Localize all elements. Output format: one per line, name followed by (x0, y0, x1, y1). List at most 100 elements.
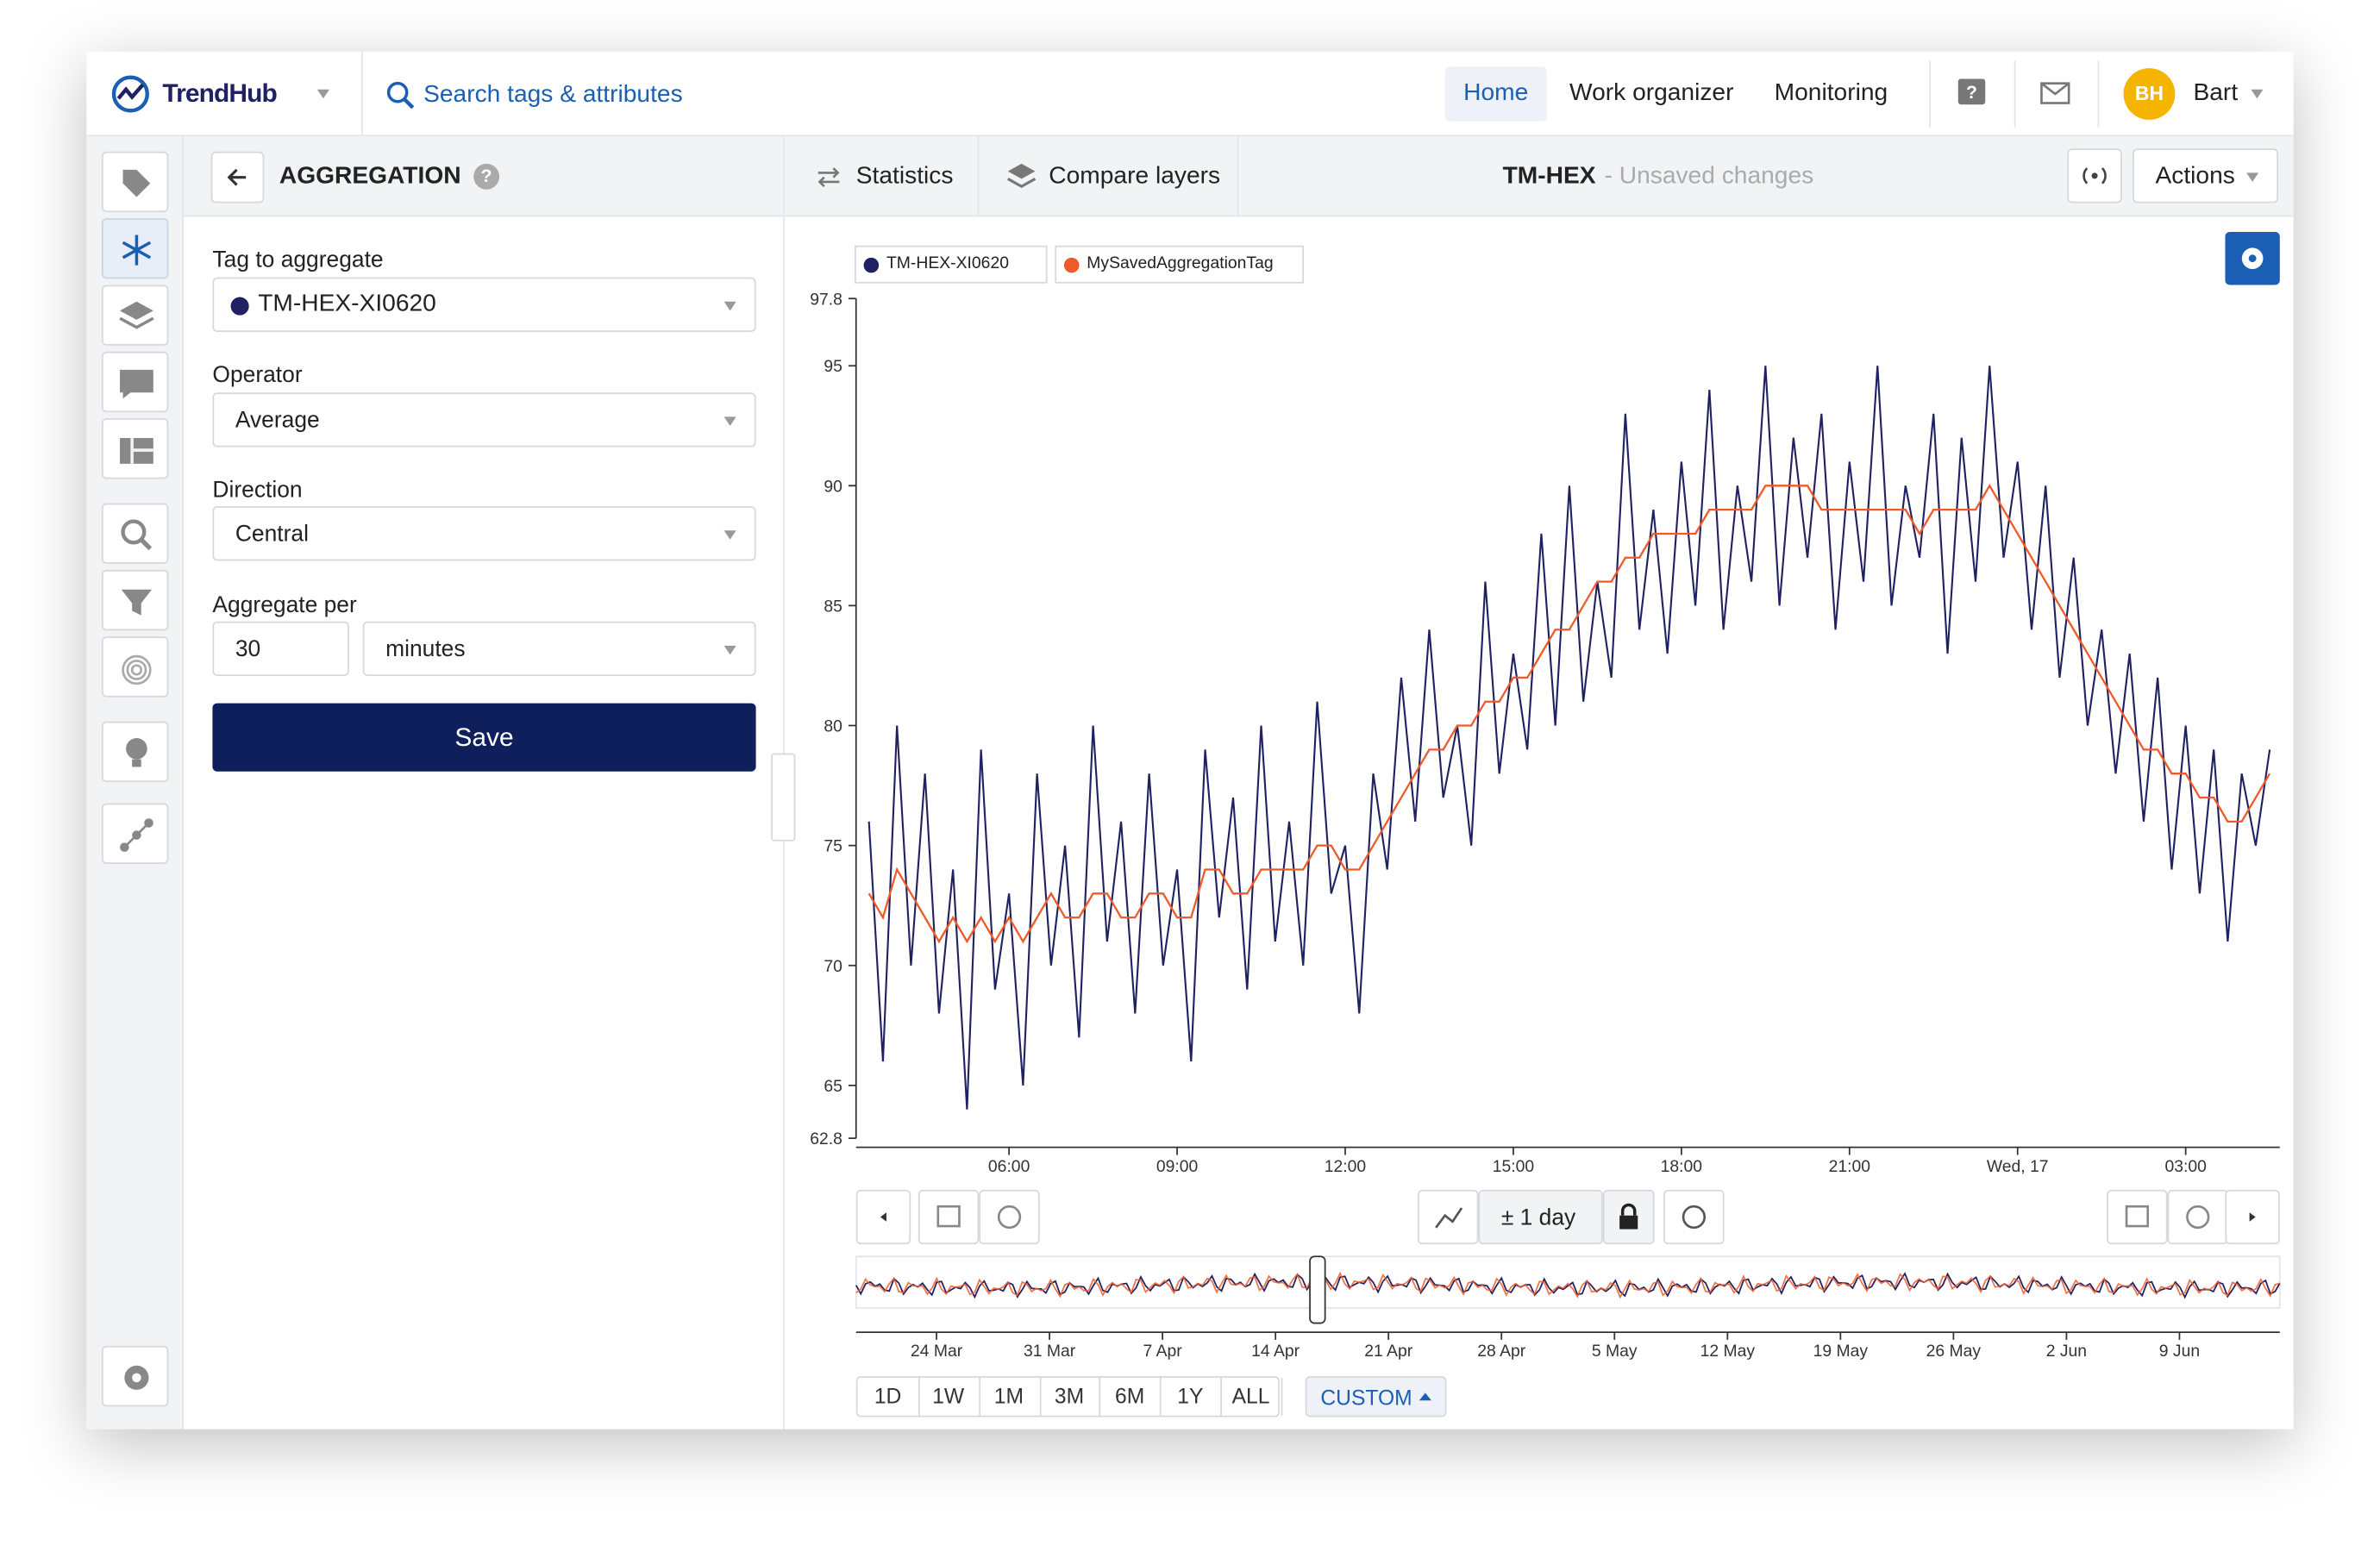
y-tick-label: 97.8 (810, 290, 842, 309)
navigator-label: 26 May (1926, 1342, 1982, 1360)
user-caret[interactable] (2251, 89, 2264, 99)
divider (1929, 60, 1931, 128)
direction-select[interactable]: Central (212, 506, 756, 561)
legend-item[interactable]: TM-HEX-XI0620 (854, 245, 1048, 284)
layers-button[interactable] (101, 285, 169, 346)
navigator-line (855, 1271, 2281, 1299)
y-tick-label: 62.8 (810, 1130, 842, 1148)
lock-button[interactable] (1602, 1189, 1655, 1245)
nav-link[interactable]: Monitoring (1774, 80, 1888, 107)
legend-swatch (1063, 257, 1080, 273)
navigator-label: 21 Apr (1364, 1342, 1412, 1360)
view-status: - Unsaved changes (1604, 163, 1814, 190)
date-button[interactable] (2107, 1189, 2168, 1245)
divider (2097, 60, 2100, 128)
avatar[interactable]: BH (2123, 68, 2176, 120)
resize-handle[interactable] (771, 753, 796, 842)
search-button[interactable] (101, 503, 169, 564)
help-icon[interactable]: ? (1957, 78, 1986, 109)
range-button[interactable]: 3M (1039, 1377, 1101, 1416)
y-tick-label: 80 (824, 717, 842, 736)
input-value: 30 (235, 636, 261, 663)
custom-range[interactable]: CUSTOM (1305, 1376, 1447, 1417)
y-tick-label: 70 (824, 957, 842, 976)
unit-select[interactable]: minutes (362, 621, 756, 676)
navigator-label: 5 May (1592, 1342, 1638, 1360)
legend-item[interactable]: MySavedAggregationTag (1055, 245, 1305, 284)
save-button[interactable]: Save (212, 703, 756, 772)
user-name[interactable]: Bart (2193, 80, 2239, 107)
field-label: Operator (212, 362, 303, 388)
tag-select[interactable]: TM-HEX-XI0620 (212, 277, 756, 332)
range-button[interactable]: 6M (1099, 1377, 1162, 1416)
x-tick-label: 03:00 (2164, 1157, 2206, 1176)
range-button[interactable]: 1Y (1160, 1377, 1223, 1416)
dashboard-button[interactable] (101, 418, 169, 479)
tags-button[interactable] (101, 151, 169, 213)
filter-button[interactable] (101, 569, 169, 631)
range-button[interactable]: 1D (858, 1377, 920, 1416)
history-button[interactable] (1663, 1189, 1725, 1245)
brand-caret[interactable] (316, 89, 329, 99)
navigator-label: 7 Apr (1143, 1342, 1183, 1360)
pattern-button[interactable] (101, 803, 169, 864)
navigator[interactable]: 24 Mar 31 Mar 7 Apr 14 Apr 21 Apr 28 Apr 5 May… (783, 1254, 2293, 1360)
view-name: TM-HEX (1502, 163, 1596, 190)
aggregation-button[interactable] (101, 218, 169, 279)
navigator-label: 31 Mar (1024, 1342, 1076, 1360)
panel-header: AGGREGATION ? (183, 136, 784, 217)
time-button[interactable] (2167, 1189, 2228, 1245)
legend-swatch (863, 257, 880, 273)
field-label: Direction (212, 477, 303, 504)
back-button[interactable] (210, 151, 265, 203)
range-button[interactable]: 1M (979, 1377, 1041, 1416)
y-tick-label: 75 (824, 837, 842, 856)
panel-title: AGGREGATION (279, 163, 461, 190)
navigator-label: 19 May (1813, 1342, 1869, 1360)
divider (1237, 136, 1239, 217)
range-button[interactable]: 1W (918, 1377, 980, 1416)
chart-settings-button[interactable] (2225, 231, 2280, 285)
divider (977, 136, 980, 217)
chart-type-button[interactable] (1418, 1189, 1479, 1245)
amount-input[interactable]: 30 (212, 621, 349, 676)
field-label: Tag to aggregate (212, 247, 384, 273)
window-button[interactable]: ± 1 day (1478, 1189, 1603, 1245)
actions-button[interactable]: Actions (2133, 148, 2279, 203)
date-button[interactable] (918, 1189, 980, 1245)
nav-link[interactable]: Work organizer (1569, 80, 1734, 107)
select-value: Average (235, 407, 320, 434)
legend-label: MySavedAggregationTag (1087, 254, 1274, 273)
prev-button[interactable] (855, 1189, 911, 1245)
custom-label: CUSTOM (1320, 1385, 1412, 1410)
time-button[interactable] (979, 1189, 1040, 1245)
search-box[interactable]: Search tags & attributes (423, 81, 683, 108)
select-value: TM-HEX-XI0620 (258, 291, 436, 317)
x-tick-label: 12:00 (1325, 1157, 1366, 1176)
next-button[interactable] (2225, 1189, 2280, 1245)
compare-tab[interactable]: Compare layers (1049, 163, 1221, 190)
mail-icon[interactable] (2040, 82, 2070, 106)
range-button[interactable]: ALL (1220, 1377, 1283, 1416)
operator-select[interactable]: Average (212, 392, 756, 447)
y-tick-label: 95 (824, 357, 842, 376)
insights-button[interactable] (101, 721, 169, 783)
range-buttons: 1D 1W 1M 3M 6M 1Y ALL (855, 1376, 1283, 1417)
help-icon[interactable]: ? (473, 163, 500, 190)
statistics-tab[interactable]: Statistics (855, 163, 954, 190)
plot: 62.8 65 70 75 80 85 90 95 97.8 06:00 09:00 12:00 15:… (810, 290, 2280, 1176)
settings-button[interactable] (101, 1345, 169, 1407)
actions-label: Actions (2155, 163, 2235, 190)
svg-text:?: ? (1966, 83, 1977, 103)
nav-home[interactable]: Home (1444, 66, 1547, 122)
y-tick-label: 65 (824, 1077, 842, 1096)
top-bar: TrendHub Search tags & attributes Home W… (86, 51, 2294, 137)
live-button[interactable] (2067, 148, 2122, 203)
fingerprint-button[interactable] (101, 636, 169, 698)
navigator-label: 24 Mar (911, 1342, 963, 1360)
logo (111, 75, 149, 113)
x-tick-label: 18:00 (1661, 1157, 1702, 1176)
comments-button[interactable] (101, 351, 169, 413)
